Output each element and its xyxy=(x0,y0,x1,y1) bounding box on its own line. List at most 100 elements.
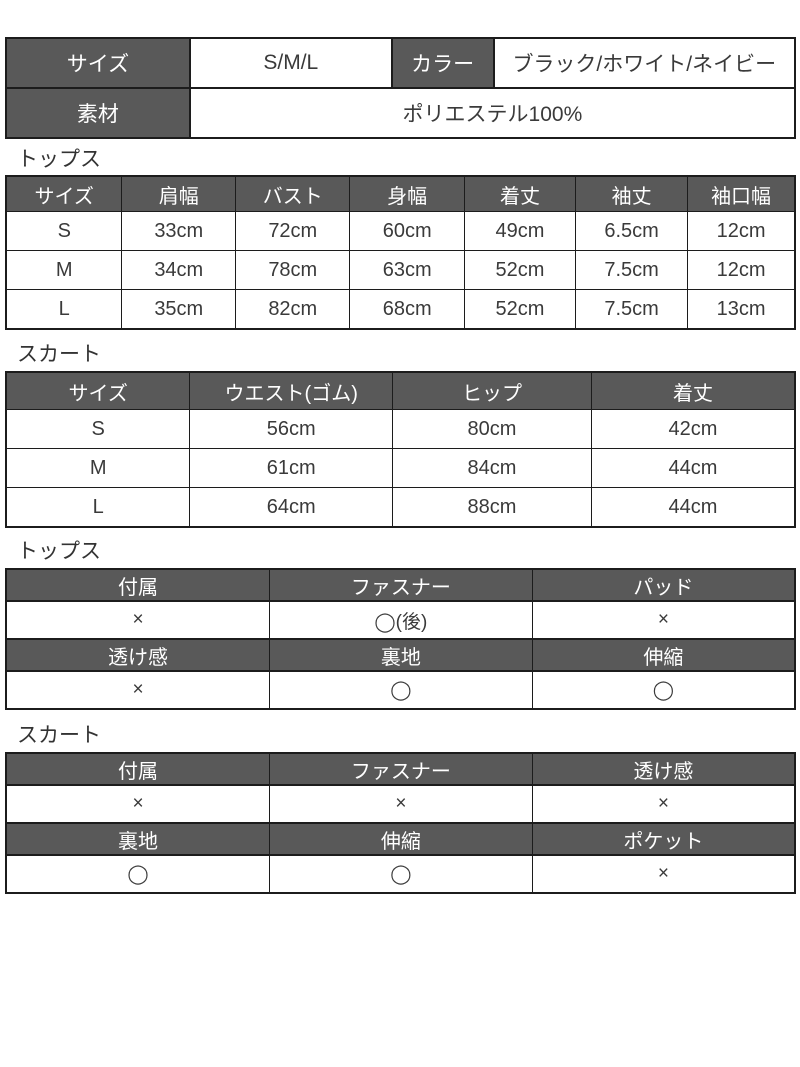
data-cell: 13cm xyxy=(687,289,796,330)
data-cell: 60cm xyxy=(349,211,465,251)
data-cell: 63cm xyxy=(349,250,465,290)
feature-mark-cell: ◯ xyxy=(531,670,796,710)
header-cell: 透け感 xyxy=(531,752,796,786)
skirt-size-header-row: サイズ ウエスト(ゴム) ヒップ 着丈 xyxy=(5,371,796,410)
header-cell: 袖口幅 xyxy=(687,175,796,212)
header-cell: 裏地 xyxy=(5,822,271,856)
tops-size-section-label: トップス xyxy=(17,148,101,171)
size-value-cell: S/M/L xyxy=(188,37,393,89)
data-cell: 78cm xyxy=(235,250,351,290)
header-cell: ウエスト(ゴム) xyxy=(189,371,394,410)
data-cell: 42cm xyxy=(590,409,796,449)
feature-mark-cell: ◯ xyxy=(5,854,271,894)
data-cell: 12cm xyxy=(687,211,796,251)
tops-size-row-l: L 35cm 82cm 68cm 52cm 7.5cm 13cm xyxy=(5,289,796,330)
data-cell: 12cm xyxy=(687,250,796,290)
data-cell: 49cm xyxy=(463,211,577,251)
spec-table: サイズ S/M/L カラー ブラック/ホワイト/ネイビー 素材 ポリエステル10… xyxy=(5,37,797,139)
data-cell: 35cm xyxy=(121,289,237,330)
color-label-cell: カラー xyxy=(390,37,495,89)
data-cell: 52cm xyxy=(463,289,577,330)
tops-features-header-row-2: 透け感 裏地 伸縮 xyxy=(5,638,796,672)
header-cell: 付属 xyxy=(5,752,271,786)
data-cell: 44cm xyxy=(590,448,796,488)
skirt-size-table: サイズ ウエスト(ゴム) ヒップ 着丈 S 56cm 80cm 42cm M 6… xyxy=(5,371,796,528)
data-cell: 6.5cm xyxy=(575,211,689,251)
header-cell: 裏地 xyxy=(269,638,533,672)
feature-mark-cell: × xyxy=(531,600,796,640)
skirt-features-header-row-1: 付属 ファスナー 透け感 xyxy=(5,752,796,786)
header-cell: 身幅 xyxy=(349,175,465,212)
feature-mark-cell: × xyxy=(269,784,533,824)
header-cell: 伸縮 xyxy=(269,822,533,856)
tops-size-row-s: S 33cm 72cm 60cm 49cm 6.5cm 12cm xyxy=(5,211,796,251)
skirt-features-section-label: スカート xyxy=(17,724,101,747)
header-cell: 着丈 xyxy=(590,371,796,410)
data-cell: 52cm xyxy=(463,250,577,290)
data-cell: M xyxy=(5,250,123,290)
data-cell: 84cm xyxy=(392,448,592,488)
data-cell: L xyxy=(5,289,123,330)
feature-mark-cell: ◯(後) xyxy=(269,600,533,640)
data-cell: 72cm xyxy=(235,211,351,251)
header-cell: 伸縮 xyxy=(531,638,796,672)
skirt-size-row-s: S 56cm 80cm 42cm xyxy=(5,409,796,449)
spec-row-size-color: サイズ S/M/L カラー ブラック/ホワイト/ネイビー xyxy=(5,37,797,89)
header-cell: 着丈 xyxy=(463,175,577,212)
header-cell: ポケット xyxy=(531,822,796,856)
feature-mark-cell: ◯ xyxy=(269,670,533,710)
feature-mark-cell: × xyxy=(531,854,796,894)
size-label-cell: サイズ xyxy=(5,37,191,89)
data-cell: 88cm xyxy=(392,487,592,528)
feature-mark-cell: × xyxy=(5,784,271,824)
skirt-size-row-l: L 64cm 88cm 44cm xyxy=(5,487,796,528)
data-cell: 64cm xyxy=(189,487,394,528)
header-cell: バスト xyxy=(235,175,351,212)
data-cell: 7.5cm xyxy=(575,250,689,290)
skirt-features-table: 付属 ファスナー 透け感 × × × 裏地 伸縮 ポケット ◯ ◯ × xyxy=(5,752,796,894)
header-cell: サイズ xyxy=(5,175,123,212)
feature-mark-cell: × xyxy=(5,670,271,710)
tops-size-header-row: サイズ 肩幅 バスト 身幅 着丈 袖丈 袖口幅 xyxy=(5,175,796,212)
tops-features-header-row-1: 付属 ファスナー パッド xyxy=(5,568,796,602)
tops-features-value-row-1: × ◯(後) × xyxy=(5,600,796,640)
feature-mark-cell: × xyxy=(5,600,271,640)
material-label-cell: 素材 xyxy=(5,87,191,139)
skirt-size-section-label: スカート xyxy=(17,343,101,366)
data-cell: 34cm xyxy=(121,250,237,290)
header-cell: パッド xyxy=(531,568,796,602)
header-cell: 透け感 xyxy=(5,638,271,672)
skirt-features-header-row-2: 裏地 伸縮 ポケット xyxy=(5,822,796,856)
tops-features-table: 付属 ファスナー パッド × ◯(後) × 透け感 裏地 伸縮 × ◯ ◯ xyxy=(5,568,796,710)
tops-features-section-label: トップス xyxy=(17,540,101,563)
header-cell: 付属 xyxy=(5,568,271,602)
header-cell: 肩幅 xyxy=(121,175,237,212)
tops-size-table: サイズ 肩幅 バスト 身幅 着丈 袖丈 袖口幅 S 33cm 72cm 60cm… xyxy=(5,175,796,330)
data-cell: M xyxy=(5,448,191,488)
color-value-cell: ブラック/ホワイト/ネイビー xyxy=(492,37,797,89)
data-cell: S xyxy=(5,409,191,449)
spec-sheet: サイズ S/M/L カラー ブラック/ホワイト/ネイビー 素材 ポリエステル10… xyxy=(5,37,797,894)
header-cell: サイズ xyxy=(5,371,191,410)
data-cell: 56cm xyxy=(189,409,394,449)
skirt-features-value-row-1: × × × xyxy=(5,784,796,824)
data-cell: 61cm xyxy=(189,448,394,488)
data-cell: 7.5cm xyxy=(575,289,689,330)
tops-features-value-row-2: × ◯ ◯ xyxy=(5,670,796,710)
data-cell: 82cm xyxy=(235,289,351,330)
header-cell: ファスナー xyxy=(269,752,533,786)
spec-row-material: 素材 ポリエステル100% xyxy=(5,87,797,139)
material-value-cell: ポリエステル100% xyxy=(188,87,797,139)
header-cell: 袖丈 xyxy=(575,175,689,212)
data-cell: 44cm xyxy=(590,487,796,528)
tops-size-row-m: M 34cm 78cm 63cm 52cm 7.5cm 12cm xyxy=(5,250,796,290)
header-cell: ファスナー xyxy=(269,568,533,602)
data-cell: 33cm xyxy=(121,211,237,251)
skirt-size-row-m: M 61cm 84cm 44cm xyxy=(5,448,796,488)
data-cell: L xyxy=(5,487,191,528)
data-cell: S xyxy=(5,211,123,251)
header-cell: ヒップ xyxy=(392,371,592,410)
feature-mark-cell: ◯ xyxy=(269,854,533,894)
data-cell: 80cm xyxy=(392,409,592,449)
feature-mark-cell: × xyxy=(531,784,796,824)
